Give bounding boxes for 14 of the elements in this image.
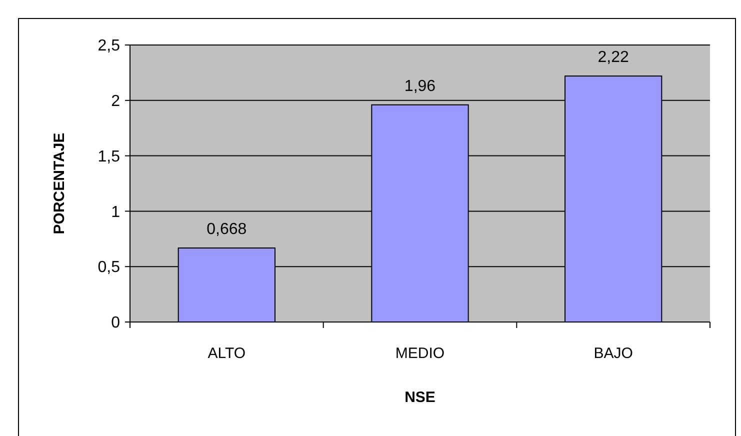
y-tick-label: 1,5	[98, 148, 120, 166]
y-tick-label: 2,5	[98, 38, 120, 55]
data-label: 2,22	[598, 49, 630, 66]
y-tick-label: 2	[111, 93, 120, 110]
y-tick-label: 0,5	[98, 259, 120, 276]
x-tick-label: MEDIO	[395, 345, 445, 362]
y-tick-label: 0	[111, 314, 120, 332]
x-tick-label: ALTO	[208, 345, 246, 362]
x-tick-label: BAJO	[594, 345, 633, 362]
x-axis-title: NSE	[404, 389, 436, 406]
y-tick-label: 1	[111, 204, 120, 221]
data-label: 1,96	[404, 78, 436, 95]
y-axis-title: PORCENTAJE	[51, 132, 68, 234]
data-label: 0,668	[206, 220, 247, 238]
